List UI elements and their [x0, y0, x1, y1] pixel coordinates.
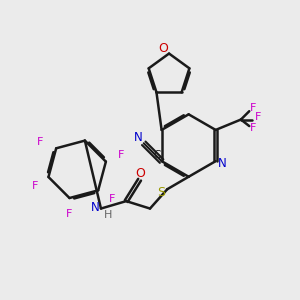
Text: S: S	[157, 186, 165, 199]
Text: N: N	[218, 157, 226, 170]
Text: N: N	[134, 131, 143, 144]
Text: O: O	[135, 167, 145, 180]
Text: C: C	[153, 150, 160, 160]
Text: F: F	[255, 112, 261, 122]
Text: N: N	[91, 202, 100, 214]
Text: F: F	[108, 194, 115, 204]
Text: F: F	[38, 136, 44, 147]
Text: O: O	[158, 42, 168, 55]
Text: F: F	[118, 150, 125, 160]
Text: F: F	[66, 208, 73, 219]
Text: F: F	[250, 103, 256, 113]
Text: H: H	[104, 210, 112, 220]
Text: F: F	[250, 124, 256, 134]
Text: F: F	[32, 181, 38, 191]
